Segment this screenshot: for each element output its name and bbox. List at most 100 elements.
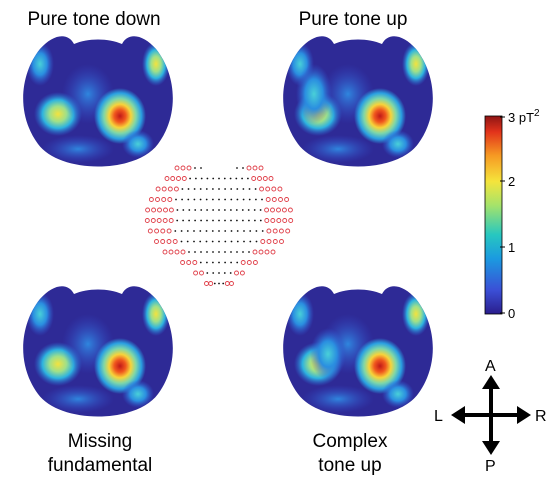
colorbar-label-0: 0: [508, 306, 515, 321]
sensor-dot: [229, 272, 232, 274]
sensor-dot: [235, 177, 238, 180]
sensor-ring: [193, 270, 199, 276]
figure-caption-bottom-left: Missing fundamental: [30, 430, 170, 478]
sensor-ring: [166, 228, 172, 234]
sensor-ring: [276, 207, 281, 213]
arrow-left-icon: [451, 406, 465, 424]
sensor-dot: [189, 177, 192, 180]
sensor-dot: [186, 240, 189, 243]
arrow-right-icon: [517, 406, 531, 424]
sensor-dot: [218, 230, 220, 232]
sensor-dot: [212, 261, 214, 264]
orientation-compass: A P L R: [434, 358, 547, 475]
sensor-ring: [167, 186, 173, 192]
label-pure-tone-down: Pure tone down: [27, 9, 161, 30]
orientation-label-posterior: P: [485, 458, 496, 475]
figure-caption-bottom-right: Complex tone up: [290, 430, 410, 478]
sensor-ring: [186, 165, 192, 171]
sensor-dot: [212, 198, 214, 201]
sensor-ring: [164, 176, 170, 181]
sensor-dot: [193, 240, 195, 243]
sensor-dot: [248, 219, 250, 222]
sensor-ring: [264, 218, 270, 223]
sensor-dot: [243, 230, 245, 232]
sensor-dot: [229, 177, 232, 180]
topomap-pure-tone-down: [8, 24, 188, 184]
sensor-ring: [229, 281, 234, 286]
sensor-ring: [266, 228, 272, 234]
sensor-ring: [144, 218, 150, 223]
sensor-ring: [155, 186, 161, 192]
sensor-ring: [168, 218, 174, 223]
sensor-dot: [218, 219, 220, 222]
orientation-label-right: R: [535, 408, 547, 425]
sensor-dot: [212, 219, 214, 222]
sensor-dot: [213, 282, 216, 285]
sensor-dot: [206, 177, 209, 180]
sensor-dot: [212, 188, 214, 190]
sensor-dot: [247, 177, 249, 180]
sensor-ring: [154, 228, 160, 234]
sensor-dot: [212, 177, 215, 180]
sensor-ring: [265, 186, 271, 192]
figure-caption-top-right: Pure tone up: [278, 8, 428, 32]
sensor-dot: [236, 167, 238, 169]
sensor-ring: [258, 249, 264, 255]
sensor-ring: [147, 228, 153, 234]
colorbar-unit: 3 pT: [508, 110, 534, 125]
sensor-dot: [187, 188, 190, 190]
sensor-dot: [255, 230, 258, 232]
sensor-dot: [193, 230, 195, 232]
sensor-dot: [230, 240, 233, 243]
orientation-label-left: L: [434, 408, 443, 425]
sensor-ring: [246, 260, 252, 265]
sensor-ring: [252, 249, 258, 255]
topomap-missing-fundamental: [8, 274, 188, 434]
sensor-ring: [259, 186, 265, 192]
sensor-ring: [150, 218, 156, 223]
sensor-dot: [200, 177, 203, 180]
sensor-dot: [247, 209, 250, 211]
sensor-ring: [208, 281, 214, 286]
sensor-ring: [281, 207, 287, 213]
colorbar-label-2: 2: [508, 174, 515, 189]
sensor-dot: [242, 198, 245, 201]
sensor-ring: [204, 281, 209, 286]
sensor-dot: [241, 177, 244, 180]
sensor-ring: [285, 228, 291, 234]
colorbar: 0 1 2 3 pT2: [484, 108, 540, 321]
sensor-dot: [248, 251, 250, 253]
sensor-ring: [180, 165, 186, 171]
sensor-dot: [182, 209, 185, 211]
sensor-dot: [248, 188, 251, 190]
sensor-dot: [218, 188, 220, 190]
sensor-dot: [261, 198, 263, 201]
sensor-ring: [173, 186, 179, 192]
sensor-layout: [144, 165, 294, 286]
sensor-dot: [230, 198, 233, 201]
colorbar-gradient: [484, 115, 503, 315]
sensor-ring: [148, 197, 154, 202]
sensor-ring: [264, 249, 270, 255]
sensor-dot: [254, 188, 257, 190]
sensor-dot: [218, 209, 220, 211]
sensor-dot: [254, 219, 256, 222]
topomap-pure-tone-up: [268, 24, 448, 184]
sensor-dot: [176, 209, 179, 211]
sensor-dot: [212, 209, 215, 211]
sensor-ring: [157, 207, 162, 213]
sensor-ring: [199, 270, 204, 276]
sensor-dot: [199, 230, 202, 232]
sensor-ring: [282, 218, 288, 223]
sensor-ring: [278, 228, 284, 234]
sensor-dot: [205, 188, 208, 190]
sensor-dot: [181, 198, 184, 201]
sensor-ring: [160, 228, 166, 234]
sensor-dot: [224, 188, 227, 190]
sensor-dot: [176, 219, 179, 222]
sensor-ring: [162, 218, 168, 223]
sensor-dot: [211, 240, 214, 243]
sensor-dot: [206, 209, 209, 211]
sensor-ring: [272, 239, 278, 244]
